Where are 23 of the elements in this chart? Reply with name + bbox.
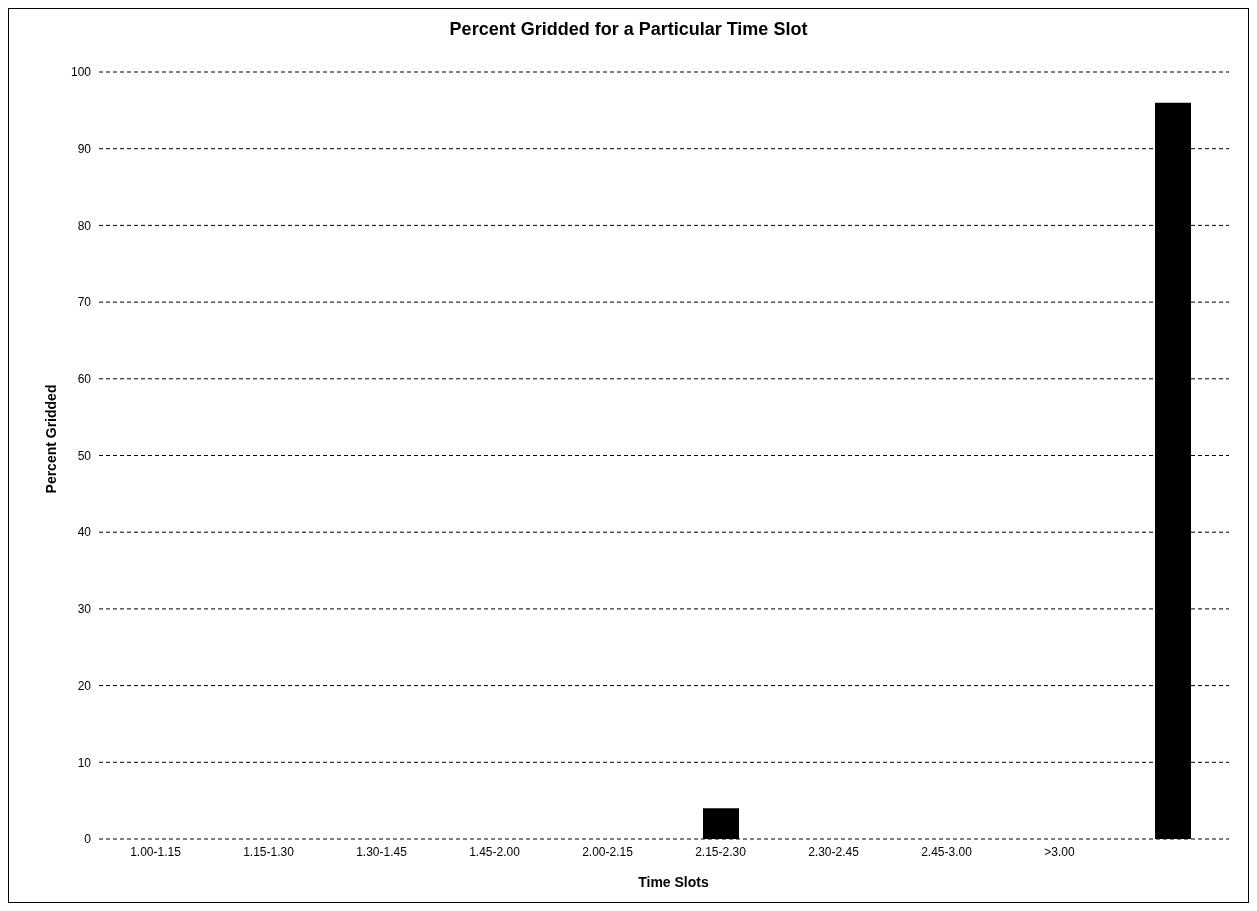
x-tick-label: 1.00-1.15	[130, 844, 182, 859]
x-tick-label: 1.45-2.00	[469, 844, 521, 859]
y-tick-label: 80	[77, 218, 92, 233]
y-tick-label: 0	[84, 832, 92, 847]
x-tick-label: 2.45-3.00	[921, 844, 973, 859]
x-tick-label: 2.00-2.15	[582, 844, 634, 859]
x-tick-label: 2.15-2.30	[695, 844, 747, 859]
x-tick-label: >3.00	[1044, 844, 1075, 859]
y-tick-label: 40	[77, 525, 92, 540]
y-tick-label: 100	[70, 65, 92, 80]
y-tick-label: 60	[77, 372, 92, 387]
y-tick-label: 10	[77, 755, 92, 770]
y-tick-label: 20	[77, 678, 92, 693]
x-tick-label: 2.30-2.45	[808, 844, 860, 859]
y-tick-label: 30	[77, 602, 92, 617]
x-tick-label: 1.30-1.45	[356, 844, 408, 859]
y-tick-label: 90	[77, 141, 92, 156]
x-axis-title: Time Slots	[637, 874, 710, 890]
x-tick-label: 1.15-1.30	[243, 844, 295, 859]
y-tick-label: 50	[77, 448, 92, 463]
chart-title: Percent Gridded for a Particular Time Slot	[448, 19, 809, 41]
y-tick-label: 70	[77, 295, 92, 310]
y-axis-title: Percent Gridded	[43, 384, 59, 494]
